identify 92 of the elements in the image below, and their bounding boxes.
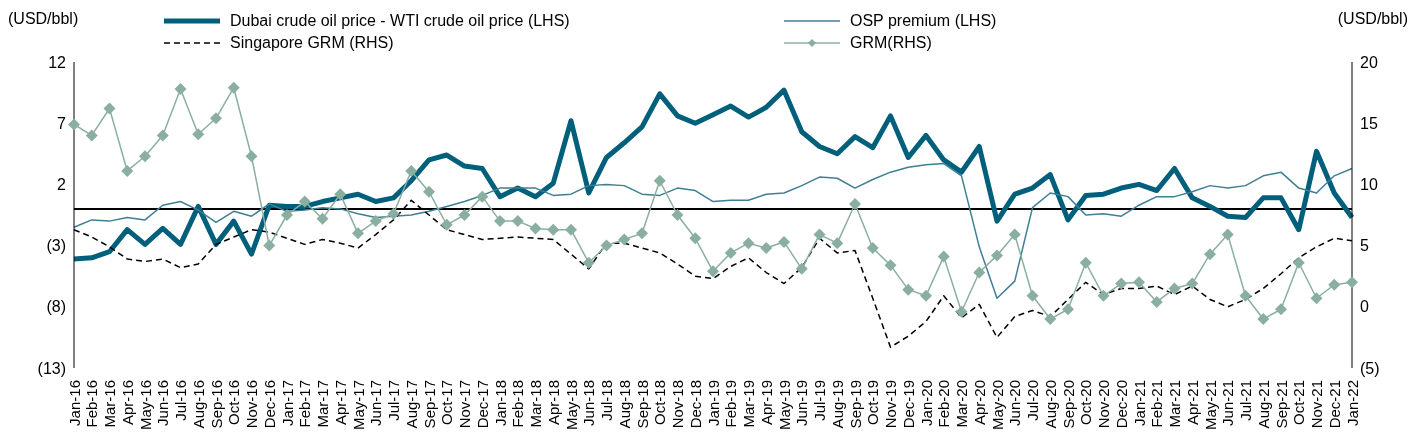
x-tick-label: Oct-19 bbox=[864, 380, 882, 426]
x-tick-label: Apr-18 bbox=[544, 380, 562, 426]
x-tick-label: Oct-18 bbox=[651, 380, 669, 426]
x-tick-label: Sep-19 bbox=[846, 380, 864, 429]
x-tick-label: Feb-18 bbox=[509, 380, 527, 428]
legend-label: GRM(RHS) bbox=[850, 34, 932, 52]
x-tick-label: Apr-17 bbox=[331, 380, 349, 426]
x-tick-label: Jun-19 bbox=[793, 380, 811, 426]
x-tick-label: Jan-20 bbox=[917, 380, 935, 426]
x-tick-label: Oct-21 bbox=[1290, 380, 1308, 426]
y2-tick-label: 10 bbox=[1360, 176, 1378, 194]
x-tick-label: Mar-18 bbox=[527, 380, 544, 428]
x-tick-label: Nov-18 bbox=[669, 380, 686, 429]
y-tick-label: (8) bbox=[46, 298, 66, 316]
x-tick-label: Nov-17 bbox=[456, 380, 473, 429]
x-tick-label: Oct-17 bbox=[438, 380, 456, 426]
x-tick-label: Jun-16 bbox=[154, 380, 172, 426]
x-tick-label: Aug-20 bbox=[1041, 380, 1059, 429]
x-tick-label: Nov-20 bbox=[1095, 380, 1112, 429]
x-tick-label: Mar-20 bbox=[953, 380, 970, 428]
x-tick-label: Aug-16 bbox=[189, 380, 207, 429]
x-tick-label: Apr-19 bbox=[757, 380, 775, 426]
x-tick-label: Mar-17 bbox=[314, 380, 331, 428]
x-tick-label: Jul-19 bbox=[811, 380, 828, 421]
x-tick-label: Jul-17 bbox=[385, 380, 402, 421]
x-tick-label: Jul-20 bbox=[1024, 380, 1041, 421]
y-tick-label: 12 bbox=[48, 53, 67, 71]
line-series bbox=[73, 162, 1353, 299]
x-tick-label: Jan-21 bbox=[1130, 380, 1148, 426]
x-tick-label: Sep-20 bbox=[1059, 380, 1077, 429]
x-tick-label: Dec-16 bbox=[260, 380, 278, 429]
x-tick-label: Aug-17 bbox=[402, 380, 420, 429]
y2-tick-label: 5 bbox=[1360, 237, 1369, 255]
legend-label: Singapore GRM (RHS) bbox=[230, 34, 394, 52]
legend-label: Dubai crude oil price - WTI crude oil price (LHS) bbox=[230, 12, 570, 30]
x-tick-label: May-21 bbox=[1201, 380, 1219, 431]
y-tick-label: 7 bbox=[57, 114, 67, 132]
x-tick-label: Dec-21 bbox=[1325, 380, 1343, 429]
x-tick-label: Feb-16 bbox=[83, 380, 101, 428]
x-tick-label: Apr-20 bbox=[970, 380, 988, 426]
x-tick-label: Jul-21 bbox=[1237, 380, 1254, 421]
x-tick-label: Jun-21 bbox=[1219, 380, 1237, 426]
x-tick-label: Aug-21 bbox=[1254, 380, 1272, 429]
x-tick-label: Feb-20 bbox=[935, 380, 953, 428]
x-tick-label: Apr-21 bbox=[1183, 380, 1201, 426]
y-tick-label: (3) bbox=[46, 237, 66, 255]
x-tick-label: Sep-17 bbox=[420, 380, 438, 429]
y2-axis-title: (USD/bbl) bbox=[1337, 10, 1408, 28]
x-tick-label: Sep-16 bbox=[207, 380, 225, 429]
y2-tick-label: 15 bbox=[1360, 114, 1378, 132]
legend-label: OSP premium (LHS) bbox=[850, 12, 997, 30]
x-tick-label: Jun-17 bbox=[367, 380, 385, 426]
x-tick-label: Mar-16 bbox=[101, 380, 118, 428]
x-tick-label: May-20 bbox=[988, 380, 1006, 431]
x-tick-label: Oct-20 bbox=[1077, 380, 1095, 426]
x-tick-label: Dec-17 bbox=[473, 380, 491, 429]
x-tick-label: May-19 bbox=[775, 380, 793, 431]
x-tick-label: Jul-16 bbox=[172, 380, 189, 421]
x-tick-label: Feb-21 bbox=[1148, 380, 1166, 428]
y-axis-title: (USD/bbl) bbox=[8, 10, 79, 28]
x-tick-label: Dec-20 bbox=[1112, 380, 1130, 429]
x-tick-label: Jan-19 bbox=[704, 380, 722, 426]
x-tick-label: Apr-16 bbox=[118, 380, 136, 426]
y-tick-label: 2 bbox=[57, 176, 67, 194]
x-tick-label: Mar-19 bbox=[740, 380, 757, 428]
x-tick-label: Oct-16 bbox=[225, 380, 243, 426]
y-tick-label: (13) bbox=[37, 359, 66, 377]
x-tick-label: Jun-20 bbox=[1006, 380, 1024, 426]
x-tick-label: Dec-19 bbox=[899, 380, 917, 429]
x-tick-label: Jan-22 bbox=[1343, 380, 1361, 426]
x-tick-label: Feb-19 bbox=[722, 380, 740, 428]
x-tick-label: Nov-19 bbox=[882, 380, 899, 429]
x-tick-label: Sep-18 bbox=[633, 380, 651, 429]
x-tick-label: Jun-18 bbox=[580, 380, 598, 426]
x-tick-label: Mar-21 bbox=[1166, 380, 1183, 428]
x-tick-label: Nov-16 bbox=[243, 380, 260, 429]
x-tick-label: Jan-18 bbox=[491, 380, 509, 426]
x-tick-label: Jul-18 bbox=[598, 380, 615, 421]
x-tick-label: Aug-19 bbox=[828, 380, 846, 429]
y2-tick-label: 20 bbox=[1360, 53, 1378, 71]
x-tick-label: Aug-18 bbox=[615, 380, 633, 429]
x-tick-label: Feb-17 bbox=[296, 380, 314, 428]
x-tick-label: May-17 bbox=[349, 380, 367, 431]
y2-tick-label: 0 bbox=[1360, 298, 1369, 316]
x-tick-label: Sep-21 bbox=[1272, 380, 1290, 429]
x-tick-label: Dec-18 bbox=[686, 380, 704, 429]
y2-tick-label: (5) bbox=[1360, 359, 1380, 377]
x-tick-label: May-18 bbox=[562, 380, 580, 431]
x-tick-label: May-16 bbox=[136, 380, 154, 431]
x-tick-label: Jan-17 bbox=[278, 380, 296, 426]
x-tick-label: Nov-21 bbox=[1308, 380, 1325, 429]
x-tick-label: Jan-16 bbox=[65, 380, 83, 426]
